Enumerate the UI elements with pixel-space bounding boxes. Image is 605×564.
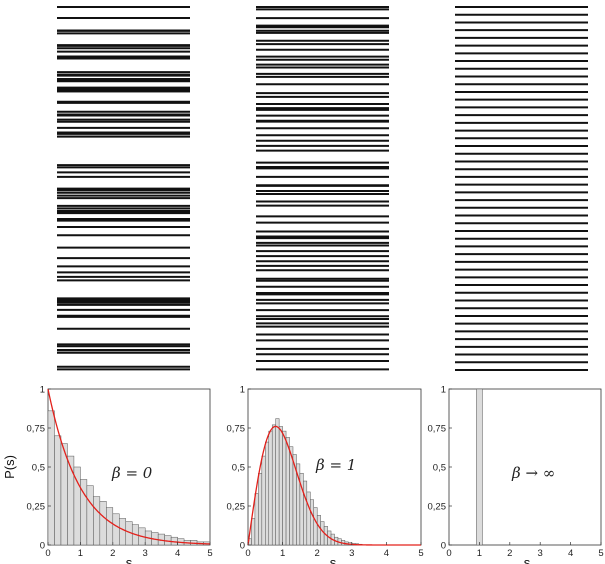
x-tick-label: 4	[384, 548, 389, 559]
histogram-bar	[86, 485, 94, 546]
x-tick-labels: 0 1 2 3 4 5	[245, 542, 424, 559]
y-tick-label: 0,25	[27, 502, 46, 513]
beta-annotation: β = 0	[111, 464, 153, 482]
x-tick-label: 1	[477, 548, 482, 559]
x-tick-label: 3	[349, 548, 354, 559]
beta-annotation: β → ∞	[511, 464, 555, 482]
y-tick-label: 1	[240, 385, 245, 396]
x-tick-labels: 0 1 2 3 4 5	[45, 542, 213, 559]
x-tick-label: 5	[598, 548, 603, 559]
histogram-bar	[316, 515, 321, 546]
x-tick-label: 5	[418, 548, 423, 559]
histogram-bar	[73, 466, 81, 546]
histogram-bar	[60, 443, 68, 546]
x-tick-label: 2	[315, 548, 320, 559]
x-axis-label: s	[524, 555, 531, 564]
y-tick-label: 1	[441, 385, 446, 396]
x-tick-label: 1	[280, 548, 285, 559]
histogram-bar	[275, 418, 280, 546]
histogram-bar	[303, 480, 308, 546]
x-tick-labels: 0 1 2 3 4 5	[446, 542, 604, 559]
x-tick-label: 3	[143, 548, 148, 559]
histogram-panel-beta-0: 0 1 2 3 4 5 0 0,25 0,5 0,75 1 s P(s) β = 0	[2, 385, 213, 564]
poisson-levels	[57, 6, 190, 371]
histogram-bar	[476, 388, 483, 546]
histogram-bar	[112, 513, 120, 546]
y-tick-labels: 0 0,25 0,5 0,75 1	[227, 385, 251, 552]
histogram-bar	[251, 518, 256, 546]
histogram-bar	[278, 426, 283, 546]
histogram-bar	[265, 441, 270, 546]
x-tick-label: 2	[507, 548, 512, 559]
x-tick-label: 1	[78, 548, 83, 559]
x-tick-label: 0	[446, 548, 451, 559]
y-tick-label: 0,75	[428, 424, 447, 435]
histogram-bars	[247, 418, 363, 546]
y-tick-label: 0,5	[32, 463, 45, 474]
y-axis-label: P(s)	[2, 455, 17, 479]
goe-levels	[256, 6, 389, 371]
histogram-bar	[282, 430, 287, 546]
histogram-bar	[54, 435, 62, 546]
level-spectra	[57, 6, 588, 371]
histogram-bar	[119, 518, 127, 546]
histogram-bar	[258, 472, 263, 546]
histogram-panel-beta-infinity: 0 1 2 3 4 5 0 0,25 0,5 0,75 1 s β → ∞	[428, 385, 604, 564]
y-tick-label: 0,25	[428, 502, 447, 513]
fit-curve	[247, 425, 421, 546]
y-tick-label: 0,5	[232, 463, 245, 474]
x-axis-label: s	[330, 555, 337, 564]
x-tick-label: 3	[538, 548, 543, 559]
histogram-bar	[310, 499, 314, 546]
y-tick-label: 0	[240, 541, 245, 552]
x-tick-label: 2	[110, 548, 115, 559]
histogram-bar	[271, 424, 276, 546]
histogram-bar	[106, 507, 114, 546]
x-tick-label: 4	[175, 548, 180, 559]
y-tick-label: 0,75	[227, 424, 246, 435]
y-tick-label: 0	[441, 541, 446, 552]
histogram-bars	[47, 410, 211, 546]
y-tick-label: 0,5	[433, 463, 446, 474]
histogram-bar	[306, 491, 311, 546]
histogram-bar	[268, 430, 273, 546]
histogram-bar	[289, 446, 294, 546]
y-tick-labels: 0 0,25 0,5 0,75 1	[428, 385, 452, 552]
histogram-bars	[476, 388, 483, 546]
histogram-panel-beta-1: 0 1 2 3 4 5 0 0,25 0,5 0,75 1 s β = 1	[227, 385, 424, 564]
histogram-bar	[285, 437, 290, 546]
crystal-levels	[455, 6, 588, 371]
x-tick-label: 4	[568, 548, 573, 559]
y-tick-label: 0	[40, 541, 45, 552]
x-tick-label: 5	[207, 548, 212, 559]
histogram-bar	[313, 507, 318, 546]
x-tick-label: 0	[245, 548, 250, 559]
x-tick-label: 0	[45, 548, 50, 559]
y-tick-label: 0,25	[227, 502, 246, 513]
histogram-bar	[93, 496, 101, 546]
histogram-bar	[254, 493, 259, 546]
x-axis-label: s	[126, 555, 133, 564]
histogram-bar	[99, 501, 107, 546]
y-tick-label: 1	[40, 385, 45, 396]
histogram-bar	[47, 410, 55, 546]
histogram-bar	[67, 455, 75, 546]
histogram-bar	[261, 455, 266, 546]
y-tick-label: 0,75	[27, 424, 46, 435]
beta-annotation: β = 1	[315, 456, 356, 474]
y-tick-labels: 0 0,25 0,5 0,75 1	[27, 385, 51, 552]
fit-curve	[47, 388, 211, 545]
